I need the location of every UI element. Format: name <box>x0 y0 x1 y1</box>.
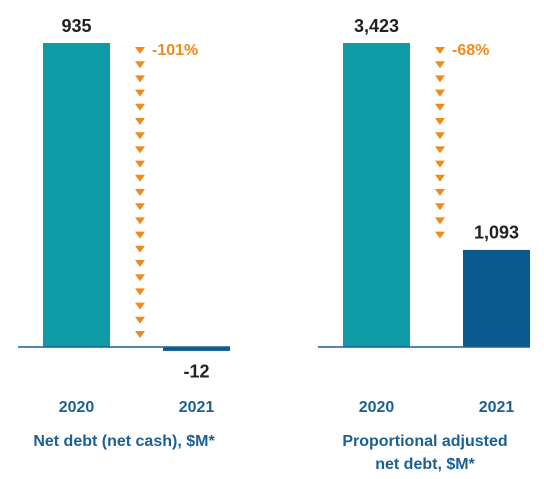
value-label: 3,423 <box>354 16 399 36</box>
annotation: -101% <box>152 42 198 59</box>
arrow-marker <box>435 146 445 154</box>
arrow-marker <box>135 75 145 83</box>
value-label: -12 <box>183 362 209 382</box>
arrow-marker <box>435 47 445 54</box>
arrow-marker <box>135 189 145 196</box>
x-tick-label: 2021 <box>179 399 215 416</box>
annotation: -68% <box>452 42 489 59</box>
bar <box>43 43 110 347</box>
arrow-marker <box>135 274 145 282</box>
arrow-marker <box>135 288 145 296</box>
arrow-marker <box>435 160 445 168</box>
arrow-marker <box>135 103 145 111</box>
arrow-marker <box>135 217 145 225</box>
arrow-marker <box>135 316 145 324</box>
value-label: 935 <box>61 16 91 36</box>
arrow-marker <box>135 231 145 239</box>
arrow-marker <box>135 331 145 338</box>
arrow-marker <box>435 132 445 140</box>
arrow-marker <box>435 203 445 211</box>
arrow-marker <box>135 61 145 69</box>
arrow-marker <box>435 61 445 69</box>
arrow-marker <box>135 47 145 54</box>
chart-title: Proportional adjusted net debt, $M* <box>342 433 508 473</box>
arrow-marker <box>135 260 145 267</box>
arrow-marker <box>435 174 445 182</box>
arrow-marker <box>435 231 445 239</box>
arrow-marker <box>135 160 145 168</box>
chart-title: Net debt (net cash), $M* <box>33 433 215 450</box>
arrow-marker <box>435 103 445 111</box>
arrow-marker <box>135 245 145 253</box>
arrow-marker <box>435 118 445 125</box>
value-label: 1,093 <box>474 223 519 243</box>
x-tick-label: 2021 <box>479 399 515 416</box>
arrow-marker <box>135 146 145 154</box>
arrow-marker <box>435 189 445 196</box>
arrow-marker <box>135 174 145 182</box>
arrow-marker <box>135 118 145 125</box>
arrow-marker <box>135 132 145 140</box>
bar <box>463 249 530 347</box>
arrow-marker <box>435 89 445 97</box>
arrow-marker <box>435 217 445 225</box>
bar <box>163 347 230 351</box>
arrow-marker <box>135 89 145 97</box>
arrow-marker <box>135 302 145 310</box>
arrow-marker <box>435 75 445 83</box>
x-tick-label: 2020 <box>59 399 95 416</box>
bar <box>343 43 410 347</box>
arrow-marker <box>135 203 145 211</box>
x-tick-label: 2020 <box>359 399 395 416</box>
